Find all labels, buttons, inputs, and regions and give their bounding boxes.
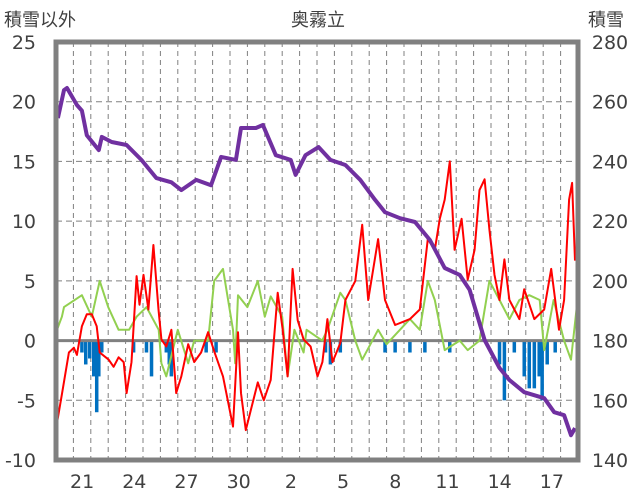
blue-bar bbox=[540, 340, 544, 401]
blue-bar bbox=[80, 340, 84, 353]
blue-bar bbox=[144, 340, 149, 353]
x-tick-label: 17 bbox=[540, 471, 564, 493]
blue-bar bbox=[502, 340, 507, 401]
blue-bar bbox=[423, 340, 427, 353]
blue-bar bbox=[100, 340, 104, 353]
tick-labels: -10-505101520251401601802002202402602802… bbox=[5, 32, 628, 493]
x-tick-label: 14 bbox=[488, 471, 512, 493]
blue-bar bbox=[537, 340, 541, 377]
blue-bar bbox=[214, 340, 218, 353]
purple-series-line bbox=[55, 86, 577, 438]
red-series-line bbox=[56, 160, 576, 432]
chart-title: 奥霧立 bbox=[291, 10, 345, 31]
x-tick-label: 21 bbox=[70, 471, 94, 493]
left-axis-title: 積雪以外 bbox=[4, 10, 76, 31]
blue-bar bbox=[88, 340, 92, 359]
right-tick-label: 140 bbox=[592, 450, 628, 472]
right-tick-label: 260 bbox=[592, 92, 628, 114]
blue-bar bbox=[383, 340, 387, 353]
left-tick-label: 20 bbox=[12, 92, 36, 114]
blue-bar bbox=[149, 340, 154, 377]
left-tick-label: 5 bbox=[24, 271, 36, 293]
blue-bar bbox=[84, 340, 88, 365]
right-tick-label: 180 bbox=[592, 331, 628, 353]
x-tick-label: 24 bbox=[122, 471, 146, 493]
blue-bar bbox=[204, 340, 208, 353]
left-tick-label: 0 bbox=[24, 331, 36, 353]
blue-bar bbox=[408, 340, 412, 353]
right-tick-label: 160 bbox=[592, 390, 628, 412]
blue-bar bbox=[338, 340, 343, 353]
plot-frame bbox=[53, 39, 581, 463]
plot-marks bbox=[55, 86, 578, 438]
blue-bar bbox=[532, 340, 537, 389]
gridlines bbox=[56, 42, 578, 460]
blue-bar bbox=[97, 340, 101, 377]
x-tick-label: 30 bbox=[227, 471, 251, 493]
x-tick-label: 27 bbox=[174, 471, 198, 493]
left-tick-label: -10 bbox=[5, 450, 36, 472]
blue-bar bbox=[522, 340, 526, 377]
blue-bar bbox=[497, 340, 502, 365]
blue-bar bbox=[92, 340, 96, 377]
left-tick-label: 15 bbox=[12, 151, 36, 173]
left-tick-label: 10 bbox=[12, 211, 36, 233]
blue-bar bbox=[527, 340, 532, 389]
right-tick-label: 200 bbox=[592, 271, 628, 293]
blue-bar bbox=[167, 340, 172, 365]
blue-bar bbox=[545, 340, 549, 365]
blue-bar bbox=[323, 340, 328, 353]
blue-bar bbox=[393, 340, 397, 353]
x-tick-label: 11 bbox=[435, 471, 459, 493]
right-tick-label: 240 bbox=[592, 151, 628, 173]
left-tick-label: 25 bbox=[12, 32, 36, 54]
blue-bar bbox=[94, 340, 99, 413]
x-tick-label: 2 bbox=[285, 471, 297, 493]
blue-bar bbox=[131, 340, 136, 353]
right-tick-label: 280 bbox=[592, 32, 628, 54]
x-tick-label: 5 bbox=[337, 471, 349, 493]
left-tick-label: -5 bbox=[17, 390, 36, 412]
blue-bar bbox=[553, 340, 557, 353]
x-tick-label: 8 bbox=[389, 471, 401, 493]
right-tick-label: 220 bbox=[592, 211, 628, 233]
blue-bar bbox=[512, 340, 517, 353]
right-axis-title: 積雪 bbox=[588, 10, 624, 31]
